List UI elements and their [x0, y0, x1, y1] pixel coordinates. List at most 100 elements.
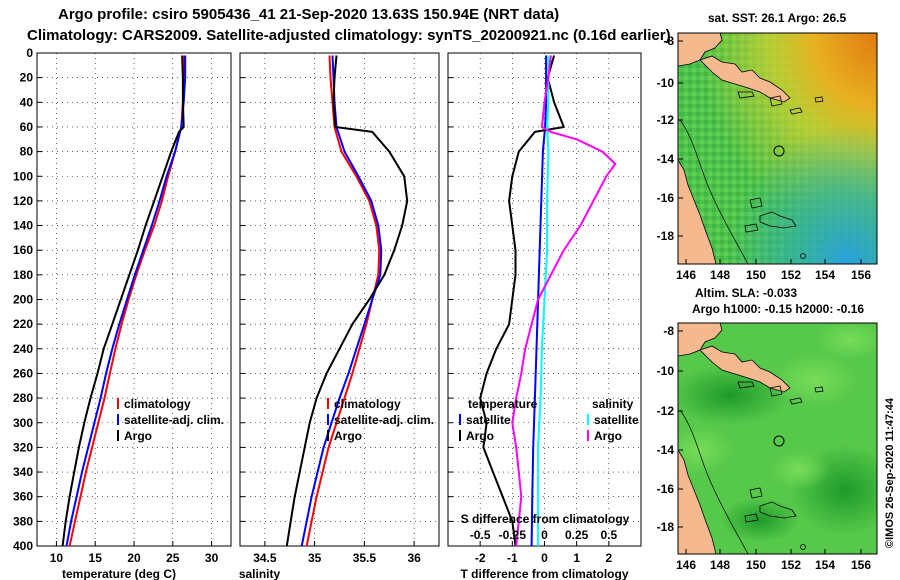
sla-map-xtick-label: 148: [710, 558, 730, 572]
sst-map-xtick-label: 152: [781, 268, 801, 282]
land-new-guinea-2: [678, 323, 723, 357]
temperature-legend-label: satellite-adj. clim.: [124, 413, 224, 427]
sst-map-xtick-label: 146: [676, 268, 696, 282]
depth-tick-label: 120: [13, 194, 33, 208]
sla-map-ytick-label: -14: [657, 443, 675, 457]
sla-high-4: [815, 323, 877, 360]
sla-map-ytick-label: -12: [657, 404, 675, 418]
temperature-xtick-label: 10: [50, 551, 64, 565]
sla-high-2: [678, 425, 735, 475]
depth-tick-label: 160: [13, 243, 33, 257]
difference-xtick-label: -2: [475, 551, 486, 565]
bathymetry-contour-2: [679, 409, 749, 554]
difference-series-salinity-argo: [511, 55, 617, 547]
sst-map-ytick-label: -8: [663, 34, 674, 48]
diff-legend-label: satellite: [466, 413, 511, 427]
temperature-xlabel: temperature (deg C): [62, 567, 176, 580]
depth-tick-label: 400: [13, 539, 33, 553]
salinity-xtick-label: 36: [407, 551, 421, 565]
depth-tick-label: 200: [13, 293, 33, 307]
diff-x2tick-label: 0.5: [600, 528, 617, 542]
sst-map-ytick-label: -10: [657, 76, 675, 90]
land-new-guinea: [678, 33, 723, 67]
temperature-legend-label: Argo: [124, 429, 152, 443]
depth-tick-label: 340: [13, 465, 33, 479]
sla-map-ytick-label: -8: [663, 324, 674, 338]
sst-map-ytick-label: -14: [657, 152, 675, 166]
sla-map-frame: [677, 322, 878, 555]
salinity-legend-label: Argo: [334, 429, 362, 443]
temperature-xtick-label: 15: [89, 551, 103, 565]
main-title-line2: Climatology: CARS2009. Satellite-adjuste…: [27, 27, 671, 44]
salinity-xtick-label: 35.5: [353, 551, 377, 565]
depth-tick-label: 360: [13, 490, 33, 504]
depth-tick-label: 80: [20, 145, 34, 159]
diff-x2tick-label: 0: [541, 528, 548, 542]
sst-map-xtick-label: 154: [815, 268, 835, 282]
diff-x2tick-label: -0.5: [470, 528, 491, 542]
temperature-series-argo: [61, 55, 185, 547]
reef-outlines: [737, 91, 824, 233]
difference-xlabel: T difference from climatology: [460, 567, 628, 580]
temperature-xtick-label: 20: [127, 551, 141, 565]
sla-low-3: [720, 498, 800, 542]
land-australia-2: [678, 449, 717, 554]
diff-legend-sal-title: salinity: [592, 397, 634, 411]
reef-outlines-2: [737, 381, 824, 523]
diff-legend-temp-title: temperature: [468, 397, 538, 411]
sla-high-3: [770, 450, 830, 490]
depth-tick-label: 180: [13, 268, 33, 282]
difference-panel: -2 -1 0 1 2 T difference from climatology temp…: [447, 52, 642, 580]
argo-location-marker: [773, 145, 785, 157]
difference-xtick-label: 0: [541, 551, 548, 565]
depth-tick-label: 20: [20, 71, 34, 85]
sla-map-xtick-label: 156: [851, 558, 871, 572]
sla-map-ytick-label: -10: [657, 364, 675, 378]
depth-tick-label: 60: [20, 120, 34, 134]
sla-map-ytick-label: -16: [657, 482, 675, 496]
salinity-xtick-label: 35: [308, 551, 322, 565]
credit-text: ©IMOS 26-Sep-2020 11:47:44: [884, 397, 896, 548]
temperature-series-satellite-adj-clim-: [65, 55, 187, 547]
salinity-legend-label: climatology: [334, 397, 401, 411]
difference-xtick-label: 1: [573, 551, 580, 565]
sla-map-xtick-label: 152: [781, 558, 801, 572]
sla-map-xtick-label: 150: [746, 558, 766, 572]
salinity-series-satellite-adj-clim-: [300, 55, 383, 547]
diff-x2tick-label: -0.25: [499, 528, 527, 542]
main-title-line1: Argo profile: csiro 5905436_41 21-Sep-20…: [58, 6, 560, 23]
salinity-xlabel: salinity: [239, 567, 281, 580]
depth-tick-label: 240: [13, 342, 33, 356]
difference-series-temperature-argo: [479, 55, 565, 547]
argo-location-marker-2: [773, 435, 785, 447]
land-papuan-peninsula-2: [699, 345, 791, 393]
difference-xtick-label: -1: [507, 551, 518, 565]
depth-tick-label: 140: [13, 219, 33, 233]
land-australia: [678, 159, 717, 264]
sst-map: 146 148 150 152 154 156 -8 -10 -12 -14 -16 -18: [657, 32, 878, 282]
diff-x2label: S difference from climatology: [461, 512, 630, 526]
sla-high-1: [770, 352, 860, 408]
sla-map-title-line2: Argo h1000: -0.15 h2000: -0.16: [692, 302, 864, 316]
small-island-marker-2: [800, 544, 806, 550]
salinity-series-argo: [285, 55, 409, 547]
small-island-marker: [800, 253, 806, 259]
sst-map-xtick-label: 148: [710, 268, 730, 282]
depth-tick-label: 0: [26, 46, 33, 60]
sst-map-ytick-label: -18: [657, 229, 675, 243]
sst-map-xtick-label: 150: [746, 268, 766, 282]
depth-tick-label: 380: [13, 514, 33, 528]
sla-map-title-line1: Altim. SLA: -0.033: [695, 286, 797, 300]
depth-tick-label: 320: [13, 440, 33, 454]
sst-map-ytick-label: -16: [657, 191, 675, 205]
temperature-panel: 10 15 20 25 30020406080100120140160180200220…: [13, 46, 232, 580]
temperature-frame: [36, 52, 232, 547]
sla-map: 146 148 150 152 154 156 -8 -10 -12 -14 -16 -18: [657, 322, 878, 572]
depth-tick-label: 260: [13, 366, 33, 380]
temperature-legend-label: climatology: [124, 397, 191, 411]
depth-tick-label: 220: [13, 317, 33, 331]
bathymetry-contour: [679, 119, 749, 264]
diff-legend-label: satellite: [594, 413, 639, 427]
depth-tick-label: 40: [20, 95, 34, 109]
